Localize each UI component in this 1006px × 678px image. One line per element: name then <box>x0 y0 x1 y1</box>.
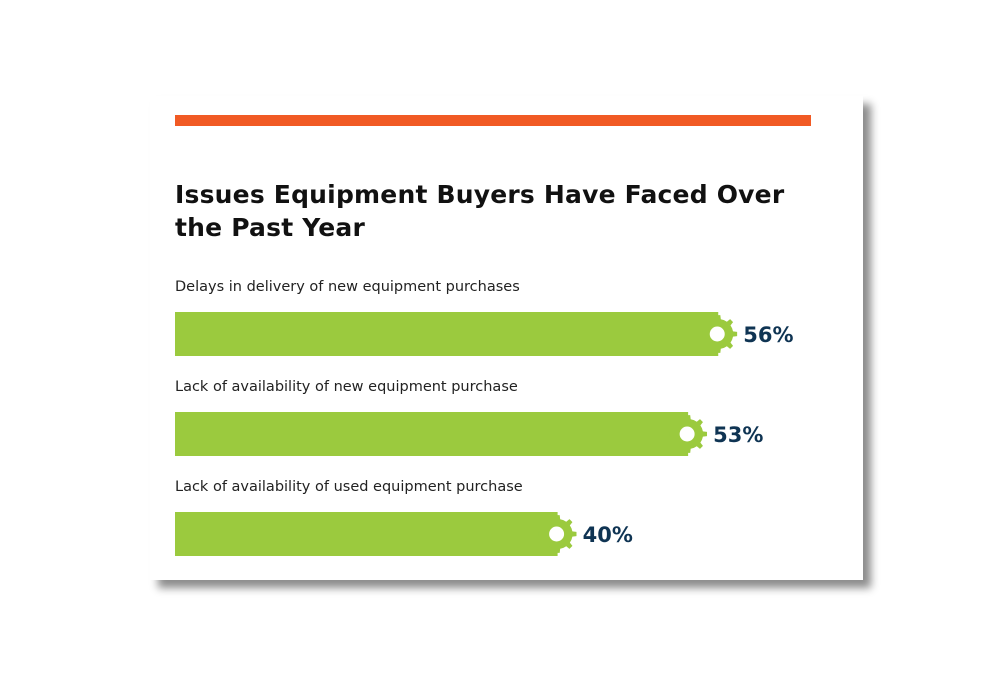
category-label-1: Lack of availability of new equipment pu… <box>175 379 518 395</box>
bar-2 <box>175 512 558 556</box>
value-label-0: 56% <box>743 323 793 347</box>
chart-title: Issues Equipment Buyers Have Faced Over … <box>175 180 785 242</box>
bar-0 <box>175 312 719 356</box>
bar-chart: 56% 53% 40% <box>175 312 794 556</box>
gear-hole <box>549 526 565 542</box>
accent-bar <box>175 115 811 126</box>
chart-card: Issues Equipment Buyers Have Faced Over … <box>150 96 863 580</box>
bar-1 <box>175 412 689 456</box>
gear-hole <box>709 326 725 342</box>
bar-group-0: 56% <box>175 312 794 356</box>
value-label-2: 40% <box>583 523 633 547</box>
bar-group-1: 53% <box>175 412 763 456</box>
bar-group-2: 40% <box>175 512 633 556</box>
category-label-2: Lack of availability of used equipment p… <box>175 479 523 495</box>
gear-hole <box>679 426 695 442</box>
category-label-0: Delays in delivery of new equipment purc… <box>175 279 520 295</box>
value-label-1: 53% <box>713 423 763 447</box>
